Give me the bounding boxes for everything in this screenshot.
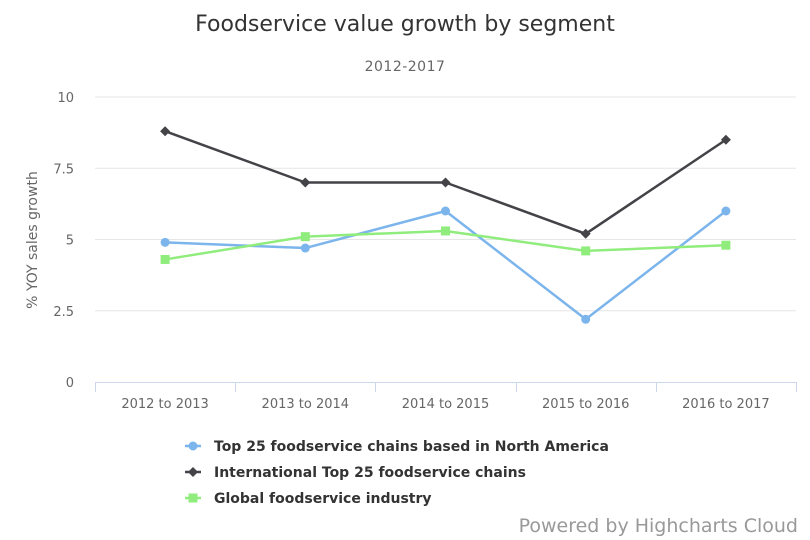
legend-label: International Top 25 foodservice chains bbox=[214, 465, 526, 481]
series-3 bbox=[160, 226, 731, 264]
x-tick-label: 2012 to 2013 bbox=[121, 397, 208, 412]
x-tick-label: 2015 to 2016 bbox=[542, 397, 629, 412]
y-tick-label: 2.5 bbox=[53, 305, 74, 320]
data-point-marker bbox=[160, 126, 171, 137]
data-point-marker bbox=[160, 237, 170, 247]
y-axis-ticks: 0 2.5 5 7.5 10 bbox=[53, 91, 74, 391]
chart-subtitle: 2012-2017 bbox=[365, 59, 446, 75]
legend-marker bbox=[188, 493, 198, 503]
data-point-marker bbox=[580, 228, 591, 239]
y-tick-label: 10 bbox=[57, 91, 74, 106]
data-point-marker bbox=[160, 254, 170, 264]
x-tick-label: 2014 to 2015 bbox=[402, 397, 489, 412]
legend-label: Top 25 foodservice chains based in North… bbox=[214, 439, 609, 455]
legend[interactable]: Top 25 foodservice chains based in North… bbox=[185, 439, 609, 507]
series-1 bbox=[160, 206, 731, 324]
data-point-marker bbox=[581, 246, 591, 256]
data-point-marker bbox=[441, 206, 450, 216]
data-point-marker bbox=[720, 134, 731, 145]
data-point-marker bbox=[300, 177, 311, 188]
x-tick-label: 2013 to 2014 bbox=[262, 397, 349, 412]
data-point-marker bbox=[721, 240, 731, 250]
legend-item-2[interactable]: International Top 25 foodservice chains bbox=[185, 465, 526, 481]
data-point-marker bbox=[300, 243, 310, 253]
x-axis: 2012 to 2013 2013 to 2014 2014 to 2015 2015… bbox=[95, 382, 797, 412]
grid-lines bbox=[95, 96, 796, 312]
legend-marker bbox=[188, 467, 198, 477]
y-tick-label: 0 bbox=[66, 376, 74, 391]
legend-label: Global foodservice industry bbox=[214, 491, 432, 507]
data-point-marker bbox=[721, 206, 731, 216]
data-point-marker bbox=[581, 314, 591, 324]
series-group bbox=[160, 126, 731, 324]
credits-link[interactable]: Powered by Highcharts Cloud bbox=[519, 515, 798, 537]
y-axis-label: % YOY sales growth bbox=[25, 171, 41, 309]
chart-title: Foodservice value growth by segment bbox=[195, 12, 615, 37]
series-2 bbox=[160, 126, 731, 239]
data-point-marker bbox=[440, 177, 451, 188]
legend-item-1[interactable]: Top 25 foodservice chains based in North… bbox=[185, 439, 609, 455]
legend-marker bbox=[188, 441, 198, 451]
x-tick-label: 2016 to 2017 bbox=[682, 397, 769, 412]
data-point-marker bbox=[441, 226, 450, 236]
legend-item-3[interactable]: Global foodservice industry bbox=[185, 491, 432, 507]
data-point-marker bbox=[300, 232, 310, 242]
y-tick-label: 7.5 bbox=[53, 162, 74, 177]
y-tick-label: 5 bbox=[66, 234, 74, 249]
